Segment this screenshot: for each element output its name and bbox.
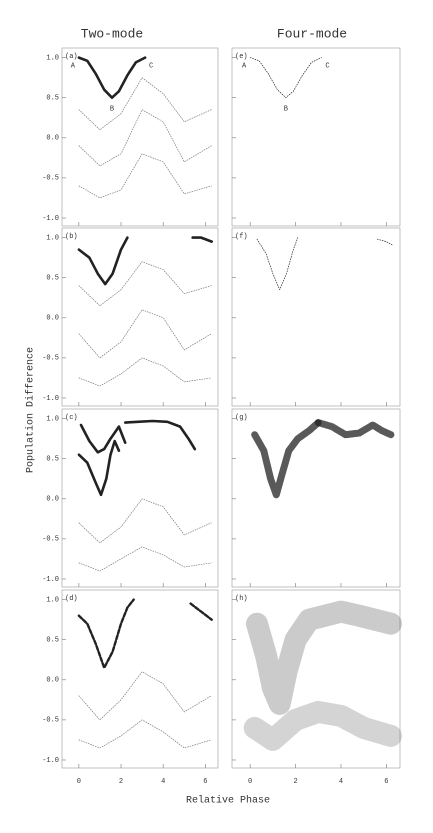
trajectory (246, 600, 402, 715)
trajectory (78, 671, 212, 721)
trajectory (78, 719, 212, 749)
y-tick-label: 0.0 (46, 315, 59, 323)
trajectory (123, 419, 197, 451)
x-tick-label: 6 (384, 778, 388, 786)
panel-label: (h) (235, 595, 248, 603)
x-tick-label: 4 (339, 778, 343, 786)
y-tick-label: -0.5 (42, 536, 59, 544)
trajectory (79, 423, 127, 454)
trajectory (78, 357, 212, 387)
x-tick-label: 0 (248, 778, 252, 786)
panel-frame (61, 408, 219, 588)
x-axis-label: Relative Phase (186, 795, 270, 807)
y-tick-label: -1.0 (42, 395, 59, 403)
trajectory (77, 236, 213, 286)
y-tick-label: 0.5 (46, 275, 59, 283)
panel-frame (61, 47, 219, 227)
panel-label: (a) (65, 53, 78, 61)
panel-label: (c) (65, 414, 78, 422)
y-tick-label: 0.5 (46, 637, 59, 645)
y-axis-label: Population Difference (25, 347, 37, 473)
y-tick-label: 1.0 (46, 596, 59, 604)
point-label: C (325, 62, 329, 70)
point-label: A (242, 62, 247, 70)
point-label: B (284, 106, 288, 114)
y-tick-label: 0.0 (46, 135, 59, 143)
x-tick-label: 4 (161, 778, 165, 786)
trajectory (314, 419, 395, 439)
y-tick-label: -1.0 (42, 576, 59, 584)
panel-frame (231, 227, 401, 407)
trajectory (77, 439, 121, 497)
point-label: A (71, 62, 76, 70)
panel-frame (231, 589, 401, 769)
trajectory (78, 309, 212, 359)
trajectory (78, 109, 212, 167)
x-tick-label: 2 (293, 778, 297, 786)
trajectory (78, 546, 212, 572)
y-tick-label: 0.0 (46, 496, 59, 504)
x-tick-label: 2 (119, 778, 123, 786)
panel-frame (231, 47, 401, 227)
trajectory (243, 700, 402, 751)
x-tick-label: 0 (77, 778, 81, 786)
y-tick-label: -1.0 (42, 757, 59, 765)
trajectory (256, 237, 394, 291)
panel-frame (61, 227, 219, 407)
panel-label: (f) (235, 233, 248, 241)
panel-label: (g) (235, 414, 248, 422)
y-tick-label: -1.0 (42, 215, 59, 223)
point-label: C (149, 62, 153, 70)
panel-frame (61, 589, 219, 769)
column-title: Four-mode (277, 26, 347, 41)
trajectory (78, 498, 212, 544)
trajectory (251, 419, 322, 499)
trajectory (78, 77, 212, 131)
trajectory (77, 598, 213, 669)
trajectory (249, 57, 322, 99)
y-tick-label: 0.5 (46, 95, 59, 103)
x-tick-label: 6 (203, 778, 207, 786)
y-tick-label: -0.5 (42, 175, 59, 183)
y-tick-label: -0.5 (42, 717, 59, 725)
panel-label: (b) (65, 233, 78, 241)
panel-label: (d) (65, 595, 78, 603)
trajectory (77, 56, 147, 99)
panel-frame (231, 408, 401, 588)
trajectory (78, 261, 212, 307)
panel-label: (e) (235, 53, 248, 61)
y-tick-label: 1.0 (46, 54, 59, 62)
column-title: Two-mode (81, 26, 143, 41)
point-label: B (110, 106, 114, 114)
y-tick-label: 1.0 (46, 234, 59, 242)
y-tick-label: 1.0 (46, 415, 59, 423)
y-tick-label: 0.0 (46, 677, 59, 685)
y-tick-label: 0.5 (46, 456, 59, 464)
trajectory (78, 153, 212, 199)
y-tick-label: -0.5 (42, 355, 59, 363)
